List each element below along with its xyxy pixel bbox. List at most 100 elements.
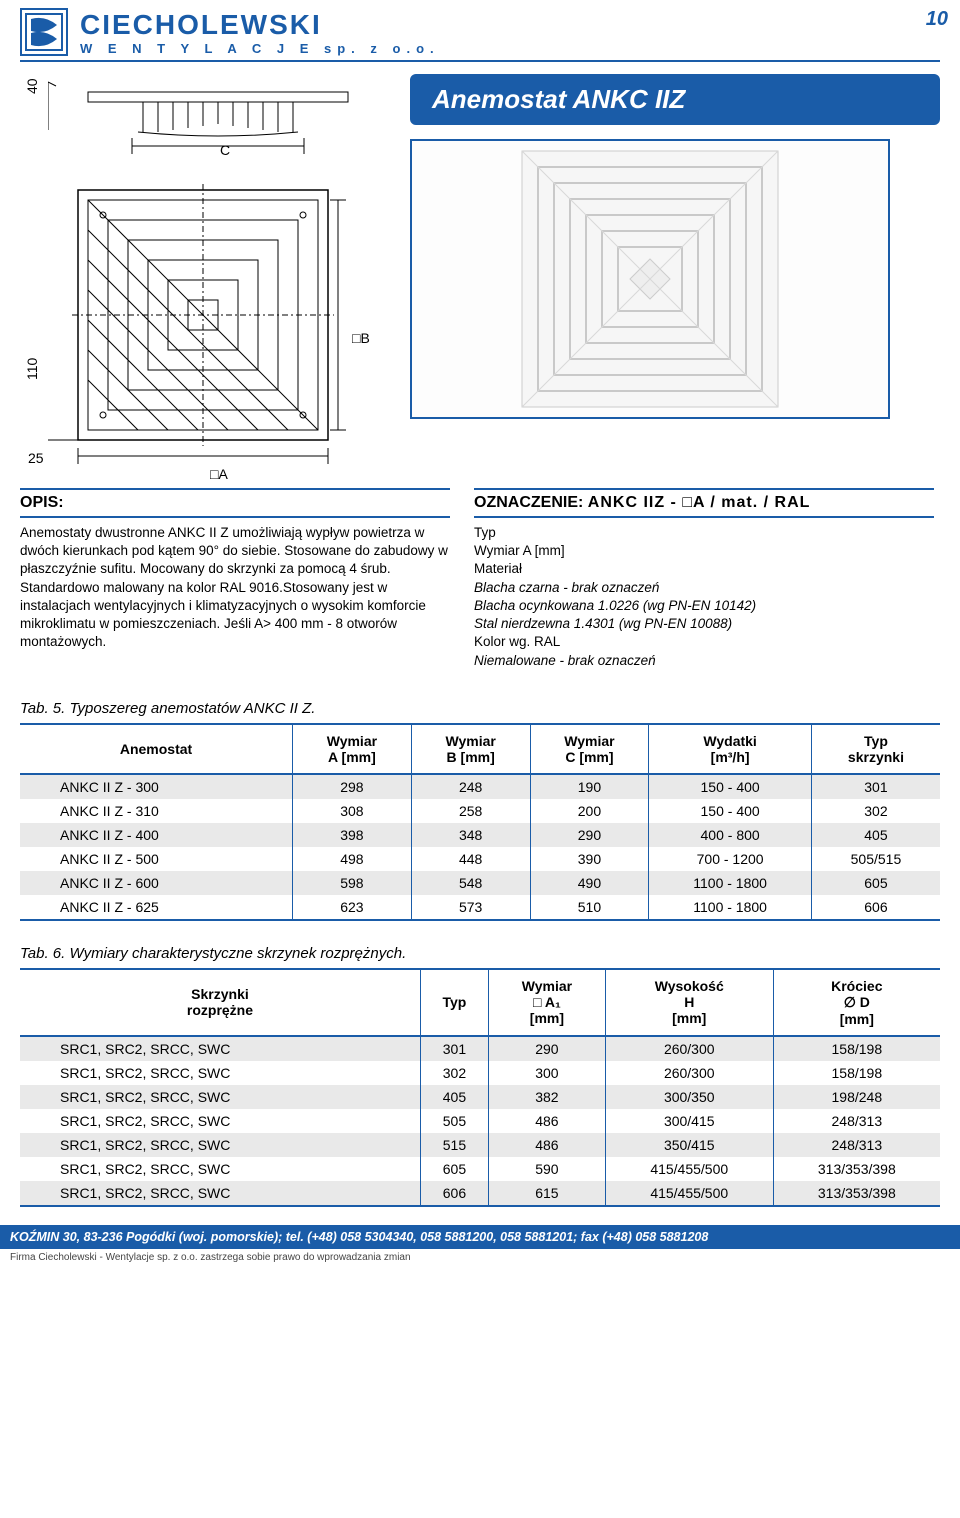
table-row: SRC1, SRC2, SRCC, SWC605590415/455/50031…	[20, 1157, 940, 1181]
col-header: WymiarA [mm]	[293, 724, 412, 774]
table-cell: 150 - 400	[649, 799, 812, 823]
table-cell: 573	[411, 895, 530, 920]
table-cell: 302	[420, 1061, 488, 1085]
table-row: ANKC II Z - 6005985484901100 - 1800605	[20, 871, 940, 895]
table-row: SRC1, SRC2, SRCC, SWC505486300/415248/31…	[20, 1109, 940, 1133]
page-number: 10	[926, 8, 948, 31]
table-cell: 398	[293, 823, 412, 847]
table-cell: 448	[411, 847, 530, 871]
table6: SkrzynkirozprężneTypWymiar□ A₁[mm]Wysoko…	[20, 968, 940, 1207]
col-header: Typ	[420, 969, 488, 1036]
table-cell: 415/455/500	[605, 1181, 773, 1206]
oznaczenie-line: Typ	[474, 524, 934, 542]
table-cell: 405	[420, 1085, 488, 1109]
opis-heading: OPIS:	[20, 494, 64, 511]
col-header: WymiarC [mm]	[530, 724, 649, 774]
table-cell: 300	[488, 1061, 605, 1085]
oznaczenie-label: OZNACZENIE:	[474, 494, 583, 511]
table-cell: 515	[420, 1133, 488, 1157]
table-cell: 382	[488, 1085, 605, 1109]
col-header: Wymiar□ A₁[mm]	[488, 969, 605, 1036]
technical-drawings: 40 C 110 25 □B □A	[20, 74, 390, 470]
company-logo	[20, 8, 68, 56]
table-cell: ANKC II Z - 400	[20, 823, 293, 847]
table-cell: 301	[811, 774, 940, 799]
table-cell: 301	[420, 1036, 488, 1061]
table-cell: 290	[530, 823, 649, 847]
col-header: Skrzynkirozprężne	[20, 969, 420, 1036]
table-cell: 598	[293, 871, 412, 895]
table-cell: 313/353/398	[773, 1157, 940, 1181]
marking-block: OZNACZENIE: ANKC IIZ - □A / mat. / RAL T…	[474, 488, 934, 676]
dim-110: 110	[24, 358, 40, 380]
table-cell: 1100 - 1800	[649, 895, 812, 920]
table-cell: 606	[420, 1181, 488, 1206]
table-cell: 606	[811, 895, 940, 920]
table-cell: 158/198	[773, 1061, 940, 1085]
col-header: Anemostat	[20, 724, 293, 774]
table-cell: 615	[488, 1181, 605, 1206]
table-cell: 700 - 1200	[649, 847, 812, 871]
oznaczenie-line: Wymiar A [mm]	[474, 542, 934, 560]
opis-body: Anemostaty dwustronne ANKC II Z umożliwi…	[20, 518, 450, 658]
table-cell: 505/515	[811, 847, 940, 871]
table-row: SRC1, SRC2, SRCC, SWC302300260/300158/19…	[20, 1061, 940, 1085]
table-cell: 290	[488, 1036, 605, 1061]
table-cell: 510	[530, 895, 649, 920]
table-cell: 150 - 400	[649, 774, 812, 799]
product-photo	[410, 139, 890, 419]
table-cell: SRC1, SRC2, SRCC, SWC	[20, 1085, 420, 1109]
oznaczenie-line: Kolor wg. RAL	[474, 633, 934, 651]
table-cell: 260/300	[605, 1061, 773, 1085]
table-cell: SRC1, SRC2, SRCC, SWC	[20, 1157, 420, 1181]
table-cell: 505	[420, 1109, 488, 1133]
oznaczenie-code: ANKC IIZ - □A / mat. / RAL	[588, 494, 811, 511]
table6-caption: Tab. 6. Wymiary charakterystyczne skrzyn…	[20, 945, 940, 962]
table5: AnemostatWymiarA [mm]WymiarB [mm]WymiarC…	[20, 723, 940, 921]
table-row: ANKC II Z - 310308258200150 - 400302	[20, 799, 940, 823]
table-cell: 248/313	[773, 1109, 940, 1133]
table-cell: 490	[530, 871, 649, 895]
col-header: WysokośćH[mm]	[605, 969, 773, 1036]
col-header: Typskrzynki	[811, 724, 940, 774]
table-row: SRC1, SRC2, SRCC, SWC405382300/350198/24…	[20, 1085, 940, 1109]
table-cell: ANKC II Z - 500	[20, 847, 293, 871]
table5-caption: Tab. 5. Typoszereg anemostatów ANKC II Z…	[20, 700, 940, 717]
dim-25: 25	[28, 450, 44, 466]
table-row: ANKC II Z - 400398348290400 - 800405	[20, 823, 940, 847]
description-block: OPIS: Anemostaty dwustronne ANKC II Z um…	[20, 488, 450, 676]
table-cell: 260/300	[605, 1036, 773, 1061]
table-cell: 498	[293, 847, 412, 871]
table-cell: 415/455/500	[605, 1157, 773, 1181]
table-cell: SRC1, SRC2, SRCC, SWC	[20, 1133, 420, 1157]
table-cell: 302	[811, 799, 940, 823]
oznaczenie-line: Stal nierdzewna 1.4301 (wg PN-EN 10088)	[474, 615, 934, 633]
table-cell: ANKC II Z - 625	[20, 895, 293, 920]
company-subtitle: W E N T Y L A C J E sp. z o.o.	[80, 41, 440, 56]
table-cell: 350/415	[605, 1133, 773, 1157]
table-cell: 405	[811, 823, 940, 847]
table-cell: SRC1, SRC2, SRCC, SWC	[20, 1061, 420, 1085]
table-cell: 400 - 800	[649, 823, 812, 847]
table-row: SRC1, SRC2, SRCC, SWC301290260/300158/19…	[20, 1036, 940, 1061]
table-cell: 313/353/398	[773, 1181, 940, 1206]
table-cell: 258	[411, 799, 530, 823]
table-cell: 486	[488, 1133, 605, 1157]
table-cell: 200	[530, 799, 649, 823]
footer-contact: KOŹMIN 30, 83-236 Pogódki (woj. pomorski…	[0, 1225, 960, 1249]
table-row: SRC1, SRC2, SRCC, SWC515486350/415248/31…	[20, 1133, 940, 1157]
table-cell: 248/313	[773, 1133, 940, 1157]
table-cell: 390	[530, 847, 649, 871]
table-cell: 605	[811, 871, 940, 895]
table-cell: SRC1, SRC2, SRCC, SWC	[20, 1109, 420, 1133]
table-row: SRC1, SRC2, SRCC, SWC606615415/455/50031…	[20, 1181, 940, 1206]
table-cell: ANKC II Z - 300	[20, 774, 293, 799]
col-header: Króciec∅ D[mm]	[773, 969, 940, 1036]
table-cell: 198/248	[773, 1085, 940, 1109]
table-cell: 590	[488, 1157, 605, 1181]
table-cell: 548	[411, 871, 530, 895]
col-header: WymiarB [mm]	[411, 724, 530, 774]
oznaczenie-line: Blacha ocynkowana 1.0226 (wg PN-EN 10142…	[474, 597, 934, 615]
table-cell: 300/350	[605, 1085, 773, 1109]
product-title: Anemostat ANKC IIZ	[410, 74, 940, 125]
